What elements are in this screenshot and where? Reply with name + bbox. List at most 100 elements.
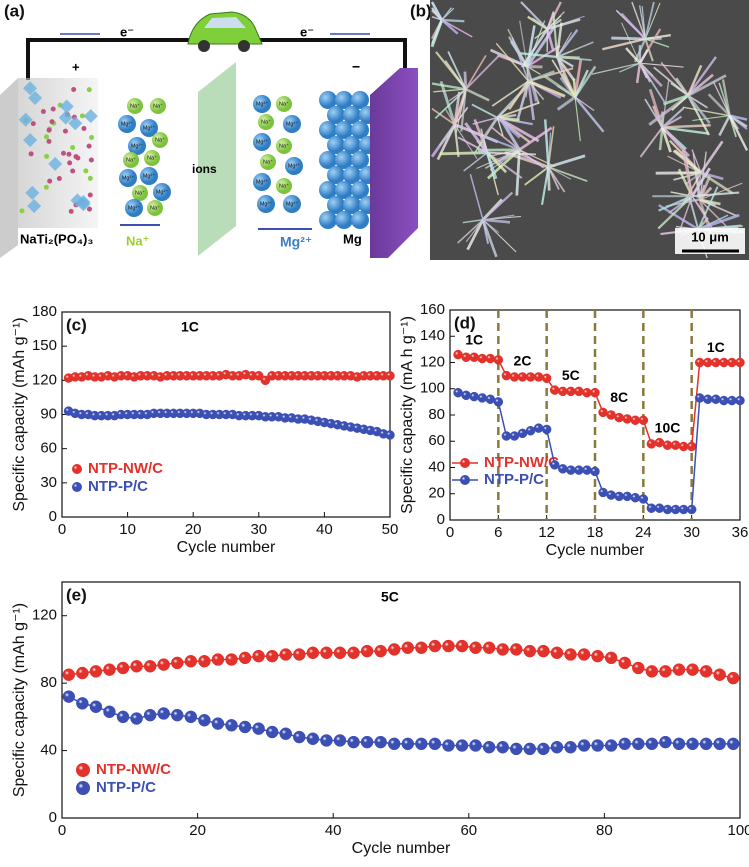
data-point	[550, 460, 559, 469]
rate-label: 2C	[514, 352, 532, 368]
y-axis-title: Specific capacity (mAh g⁻¹)	[11, 603, 28, 797]
data-point	[623, 492, 632, 501]
ion-label: Mg²⁺	[143, 124, 155, 131]
ion-label: Na⁺	[126, 156, 136, 163]
data-point	[631, 493, 640, 502]
data-point	[226, 654, 238, 666]
data-point	[185, 655, 197, 667]
atom	[67, 160, 72, 165]
legend-marker	[460, 458, 470, 468]
data-point	[307, 733, 319, 745]
data-point	[663, 441, 672, 450]
y-tick-label: 40	[40, 742, 57, 759]
data-point	[131, 660, 143, 672]
data-point	[76, 667, 88, 679]
data-point	[470, 353, 479, 362]
data-point	[486, 395, 495, 404]
data-point	[558, 464, 567, 473]
data-point	[703, 395, 712, 404]
ion-label: Mg²⁺	[143, 172, 155, 179]
atom	[44, 134, 49, 139]
atom	[41, 109, 46, 114]
legend-label: NTP-P/C	[88, 478, 148, 495]
data-point	[659, 665, 671, 677]
data-point	[582, 466, 591, 475]
data-point	[462, 353, 471, 362]
x-tick-label: 0	[446, 524, 454, 541]
atom	[88, 176, 93, 181]
legend-label: NTP-P/C	[484, 471, 544, 488]
data-point	[700, 665, 712, 677]
data-point	[361, 645, 373, 657]
data-point	[171, 709, 183, 721]
ion-label: Na⁺	[155, 136, 165, 143]
data-point	[198, 655, 210, 667]
y-tick-label: 60	[428, 432, 445, 449]
data-point	[574, 466, 583, 475]
data-point	[470, 740, 482, 752]
atom	[63, 129, 68, 134]
data-point	[558, 387, 567, 396]
data-point	[534, 424, 543, 433]
atom	[31, 121, 36, 126]
data-point	[320, 734, 332, 746]
plus-sign: +	[72, 59, 80, 74]
mg-atom	[335, 211, 353, 229]
data-point	[736, 358, 745, 367]
data-point	[158, 707, 170, 719]
data-point	[566, 466, 575, 475]
separator	[198, 62, 236, 256]
cathode-label: NaTi₂(PO₄)₃	[20, 231, 93, 246]
data-point	[375, 645, 387, 657]
rate-label: 10C	[655, 419, 681, 435]
data-point	[470, 642, 482, 654]
plot-frame	[62, 582, 740, 818]
data-point	[550, 386, 559, 395]
data-point	[687, 664, 699, 676]
data-point	[727, 358, 736, 367]
ion-label: Mg²⁺	[260, 200, 272, 207]
atom	[51, 107, 56, 112]
ion-label: Mg²⁺	[256, 100, 268, 107]
data-point	[727, 396, 736, 405]
ion-label: Na⁺	[153, 102, 163, 109]
data-point	[470, 392, 479, 401]
data-point	[334, 647, 346, 659]
ion-label: Na⁺	[261, 118, 271, 125]
scale-bar-label: 10 μm	[691, 229, 729, 244]
x-tick-label: 30	[250, 521, 267, 538]
data-point	[632, 738, 644, 750]
data-point	[646, 665, 658, 677]
data-point	[456, 640, 468, 652]
wire	[28, 40, 190, 80]
data-point	[566, 387, 575, 396]
data-point	[478, 393, 487, 402]
atom	[50, 119, 55, 124]
data-point	[607, 491, 616, 500]
data-point	[565, 741, 577, 753]
x-tick-label: 0	[58, 521, 66, 538]
mg-atom	[319, 211, 337, 229]
x-tick-label: 18	[587, 524, 604, 541]
data-point	[607, 411, 616, 420]
y-tick-label: 120	[32, 371, 57, 388]
x-tick-label: 0	[58, 822, 66, 839]
atom	[57, 176, 62, 181]
y-tick-label: 0	[437, 511, 445, 528]
anode-slab	[370, 68, 418, 258]
data-point	[429, 738, 441, 750]
ions-label: ions	[192, 162, 217, 176]
legend-marker	[76, 781, 90, 795]
data-point	[280, 728, 292, 740]
ion-label: Na⁺	[147, 154, 157, 161]
rate-label: 8C	[610, 389, 628, 405]
data-point	[542, 425, 551, 434]
data-point	[619, 738, 631, 750]
x-tick-label: 40	[325, 822, 342, 839]
data-point	[714, 669, 726, 681]
atom	[87, 144, 92, 149]
rate-label: 1C	[707, 339, 725, 355]
data-point	[494, 397, 503, 406]
panel-label: (b)	[410, 1, 432, 20]
